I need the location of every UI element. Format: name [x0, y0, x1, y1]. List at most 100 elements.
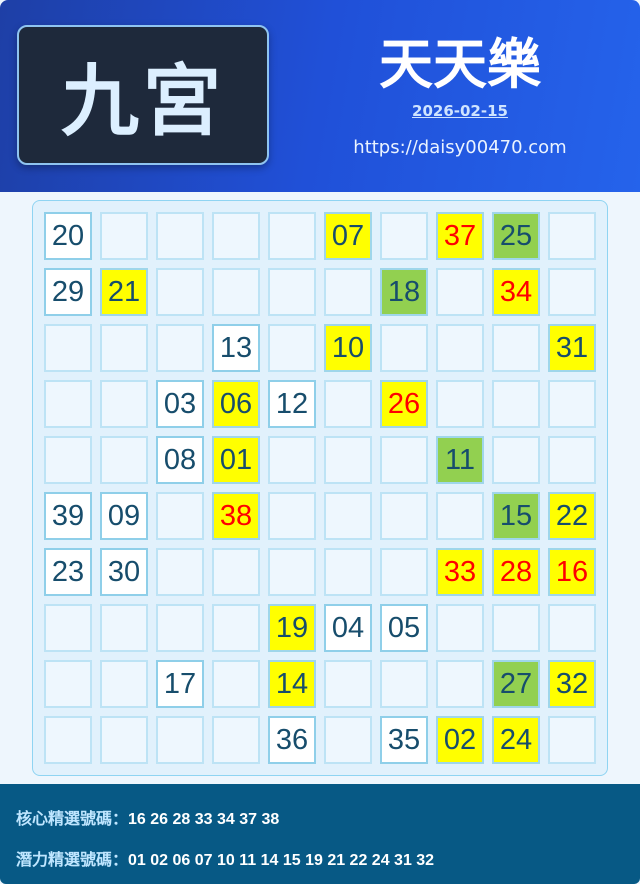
grid-cell-empty	[380, 436, 428, 484]
grid-cell-empty	[212, 604, 260, 652]
grid-cell-number: 34	[492, 268, 540, 316]
grid-cell-empty	[548, 716, 596, 764]
grid-cell-number: 07	[324, 212, 372, 260]
grid-cell-empty	[436, 660, 484, 708]
grid-cell-number: 33	[436, 548, 484, 596]
grid-cell-empty	[268, 436, 316, 484]
grid-cell-empty	[268, 548, 316, 596]
grid-cell-empty	[100, 436, 148, 484]
grid-cell-number: 27	[492, 660, 540, 708]
grid-cell-empty	[100, 212, 148, 260]
grid-cell-empty	[548, 212, 596, 260]
grid-cell-empty	[436, 268, 484, 316]
grid-cell-number: 26	[380, 380, 428, 428]
grid-cell-empty	[324, 436, 372, 484]
grid-cell-empty	[100, 324, 148, 372]
grid-cell-number: 01	[212, 436, 260, 484]
lottery-title: 天天樂	[379, 33, 541, 96]
grid-cell-number: 14	[268, 660, 316, 708]
grid-cell-empty	[100, 660, 148, 708]
grid-cell-empty	[268, 324, 316, 372]
grid-cell-number: 19	[268, 604, 316, 652]
grid-cell-empty	[156, 324, 204, 372]
grid-cell-number: 31	[548, 324, 596, 372]
grid-cell-empty	[156, 716, 204, 764]
grid-cell-number: 09	[100, 492, 148, 540]
grid-cell-empty	[324, 660, 372, 708]
grid-cell-number: 15	[492, 492, 540, 540]
grid-cell-empty	[324, 268, 372, 316]
grid-cell-number: 04	[324, 604, 372, 652]
grid-cell-empty	[100, 380, 148, 428]
grid-cell-number: 35	[380, 716, 428, 764]
nine-palace-badge: 九宮	[17, 25, 269, 165]
grid-cell-empty	[380, 324, 428, 372]
grid-cell-number: 30	[100, 548, 148, 596]
grid-cell-number: 24	[492, 716, 540, 764]
number-grid: 20 07 37 25 29 21 18 34 13 10 31 03 06 12 26 08 01 11 39 09…	[32, 200, 608, 776]
grid-cell-number: 21	[100, 268, 148, 316]
grid-cell-empty	[436, 492, 484, 540]
grid-cell-empty	[44, 716, 92, 764]
grid-cell-empty	[212, 716, 260, 764]
grid-cell-empty	[324, 548, 372, 596]
grid-cell-number: 11	[436, 436, 484, 484]
grid-cell-empty	[492, 604, 540, 652]
grid-cell-empty	[324, 716, 372, 764]
grid-cell-number: 13	[212, 324, 260, 372]
core-picks-label: 核心精選號碼：	[16, 811, 129, 828]
grid-cell-number: 03	[156, 380, 204, 428]
core-picks-numbers: 16 26 28 33 34 37 38	[128, 811, 280, 828]
grid-cell-empty	[44, 380, 92, 428]
grid-cell-number: 05	[380, 604, 428, 652]
grid-cell-number: 20	[44, 212, 92, 260]
grid-cell-empty	[380, 212, 428, 260]
grid-cell-empty	[212, 212, 260, 260]
grid-cell-number: 36	[268, 716, 316, 764]
grid-cell-empty	[268, 212, 316, 260]
grid-cell-number: 38	[212, 492, 260, 540]
grid-cell-empty	[324, 380, 372, 428]
grid-cell-empty	[156, 212, 204, 260]
grid-cell-empty	[436, 604, 484, 652]
grid-cell-empty	[44, 660, 92, 708]
grid-cell-empty	[380, 548, 428, 596]
grid-cell-number: 16	[548, 548, 596, 596]
picks-footer: 核心精選號碼：16 26 28 33 34 37 38 潛力精選號碼：01 02…	[0, 784, 640, 884]
grid-cell-empty	[44, 604, 92, 652]
potential-picks-label: 潛力精選號碼：	[16, 852, 129, 869]
grid-cell-number: 12	[268, 380, 316, 428]
grid-cell-empty	[380, 660, 428, 708]
grid-cell-empty	[44, 436, 92, 484]
grid-cell-number: 06	[212, 380, 260, 428]
grid-cell-empty	[324, 492, 372, 540]
grid-cell-empty	[436, 324, 484, 372]
grid-cell-number: 22	[548, 492, 596, 540]
grid-cell-number: 17	[156, 660, 204, 708]
potential-picks-numbers: 01 02 06 07 10 11 14 15 19 21 22 24 31 3…	[128, 852, 435, 869]
grid-cell-number: 02	[436, 716, 484, 764]
grid-cell-empty	[100, 604, 148, 652]
grid-cell-empty	[212, 660, 260, 708]
grid-cell-empty	[44, 324, 92, 372]
grid-cell-number: 10	[324, 324, 372, 372]
grid-cell-empty	[548, 604, 596, 652]
grid-cell-empty	[548, 268, 596, 316]
grid-cell-empty	[156, 268, 204, 316]
grid-cell-empty	[100, 716, 148, 764]
grid-cell-number: 08	[156, 436, 204, 484]
grid-cell-empty	[548, 436, 596, 484]
grid-cell-empty	[380, 492, 428, 540]
grid-cell-empty	[156, 604, 204, 652]
grid-cell-number: 25	[492, 212, 540, 260]
grid-cell-number: 39	[44, 492, 92, 540]
draw-date-link[interactable]: 2026-02-15	[412, 102, 508, 120]
potential-picks: 潛力精選號碼：01 02 06 07 10 11 14 15 19 21 22 …	[16, 846, 434, 870]
grid-cell-empty	[156, 492, 204, 540]
grid-cell-number: 28	[492, 548, 540, 596]
grid-cell-empty	[436, 380, 484, 428]
grid-cell-empty	[212, 548, 260, 596]
grid-cell-empty	[492, 436, 540, 484]
grid-cell-number: 18	[380, 268, 428, 316]
grid-cell-empty	[492, 324, 540, 372]
